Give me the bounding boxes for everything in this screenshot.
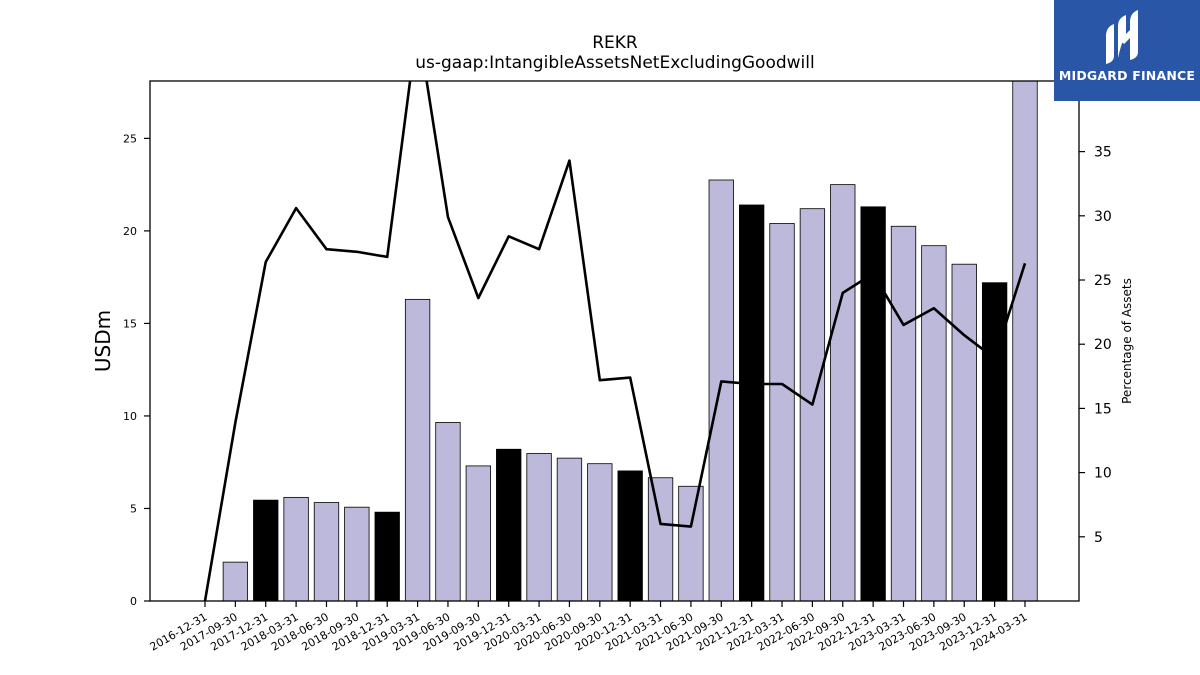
bar-2021-09-30	[708, 179, 734, 602]
chart-title: REKR	[592, 33, 638, 53]
bar-2022-03-31	[769, 223, 795, 602]
right-tick-label: 10	[1094, 466, 1112, 482]
left-tick-label: 15	[123, 317, 137, 330]
bar-2020-12-31	[617, 470, 643, 602]
left-tick-label: 25	[123, 132, 137, 145]
left-axis: 0 5 10 15 20 25	[123, 132, 150, 608]
y-axis-right-label: Percentage of Assets	[1120, 278, 1134, 404]
bar-2017-09-30	[222, 561, 249, 602]
bar-2018-09-30	[344, 506, 370, 602]
left-tick-label: 10	[123, 410, 137, 423]
bar-2018-03-31	[283, 496, 309, 602]
logo-mark-icon	[1106, 10, 1138, 64]
left-tick-label: 20	[123, 225, 137, 238]
right-tick-label: 5	[1094, 530, 1103, 546]
bar-2024-03-31	[1012, 80, 1038, 602]
bar-2018-06-30	[313, 502, 340, 602]
bar-2019-06-30	[435, 422, 461, 602]
x-axis: 2016-12-312017-09-302017-12-312018-03-31…	[148, 601, 1029, 654]
bar-2023-09-30	[951, 263, 977, 602]
percentage-line	[203, 81, 1027, 601]
right-tick-label: 35	[1094, 145, 1112, 161]
right-tick-label: 30	[1094, 209, 1112, 225]
bar-2020-03-31	[526, 453, 552, 602]
left-tick-label: 0	[130, 595, 137, 608]
y-axis-label: USDm	[91, 310, 115, 372]
bar-2020-06-30	[556, 457, 583, 602]
right-axis: 5 10 15 20 25 30 35	[1079, 145, 1112, 546]
bar-2021-12-31	[739, 204, 765, 602]
bar-2019-12-31	[496, 448, 522, 602]
bar-2019-09-30	[465, 465, 491, 602]
right-tick-label: 20	[1094, 337, 1112, 353]
bars-group	[222, 80, 1038, 602]
bar-2019-03-31	[404, 298, 431, 602]
plot-frame	[149, 80, 1080, 602]
logo: MIDGARD FINANCE	[1054, 0, 1200, 101]
chart-subtitle: us-gaap:IntangibleAssetsNetExcludingGood…	[415, 53, 814, 73]
bar-2018-12-31	[374, 511, 400, 602]
line-layer	[203, 81, 1027, 601]
bar-2023-06-30	[921, 245, 947, 602]
right-tick-label: 25	[1094, 273, 1112, 289]
bar-2020-09-30	[587, 463, 613, 602]
logo-text: MIDGARD FINANCE	[1058, 68, 1196, 83]
bar-2021-06-30	[678, 485, 704, 602]
bar-2017-12-31	[253, 499, 279, 602]
bar-2022-12-31	[860, 206, 886, 602]
left-tick-label: 5	[130, 502, 137, 515]
right-tick-label: 15	[1094, 401, 1112, 417]
bar-2023-03-31	[890, 225, 917, 602]
bar-2021-03-31	[647, 477, 674, 602]
bar-2022-09-30	[830, 184, 856, 602]
